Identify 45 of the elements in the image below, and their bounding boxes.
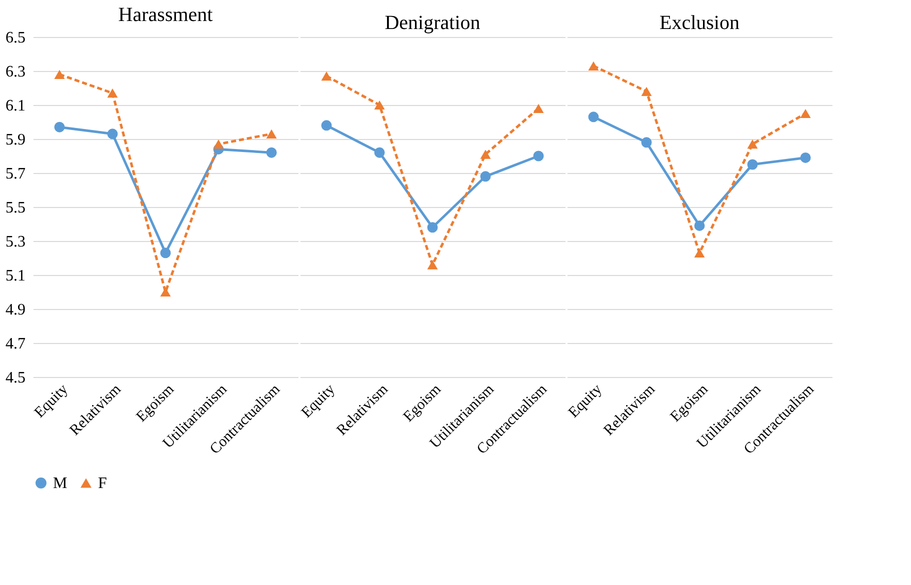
y-tick-label: 6.5 [6,30,26,46]
point [480,150,491,159]
point [800,108,811,118]
y-tick-label: 6.3 [6,64,26,80]
point [160,287,171,297]
point [160,248,171,258]
point [747,159,758,170]
y-tick-label: 5.1 [6,268,26,284]
point [54,122,65,132]
point [427,222,438,233]
chart-title: Exclusion [660,12,740,34]
chart-title: Harassment [118,4,214,26]
point [641,137,652,148]
point [427,260,438,270]
y-tick-label: 5.9 [6,132,26,148]
point [107,128,118,140]
point [374,100,385,110]
point [374,147,385,158]
y-tick-label: 4.9 [6,302,26,318]
point [213,140,224,149]
point [107,88,118,98]
point [800,152,811,163]
y-tick-label: 5.7 [6,166,26,182]
point [321,72,332,81]
legend-label: M [53,475,68,492]
point [533,150,544,162]
point [321,120,332,131]
legend-label: F [98,475,107,492]
point [747,140,758,149]
y-tick-label: 4.5 [6,370,26,386]
point [588,61,599,70]
point [694,220,705,231]
point [533,104,544,113]
point [266,129,277,138]
point [641,86,652,96]
chart-title: Denigration [384,12,480,34]
y-tick-label: 5.5 [6,200,26,216]
point [588,112,599,122]
point [266,147,277,158]
y-tick-label: 5.3 [6,234,26,250]
point [480,171,491,182]
y-tick-label: 4.7 [6,336,26,352]
y-tick-label: 6.1 [6,98,26,114]
point [694,248,705,258]
point [54,70,65,79]
